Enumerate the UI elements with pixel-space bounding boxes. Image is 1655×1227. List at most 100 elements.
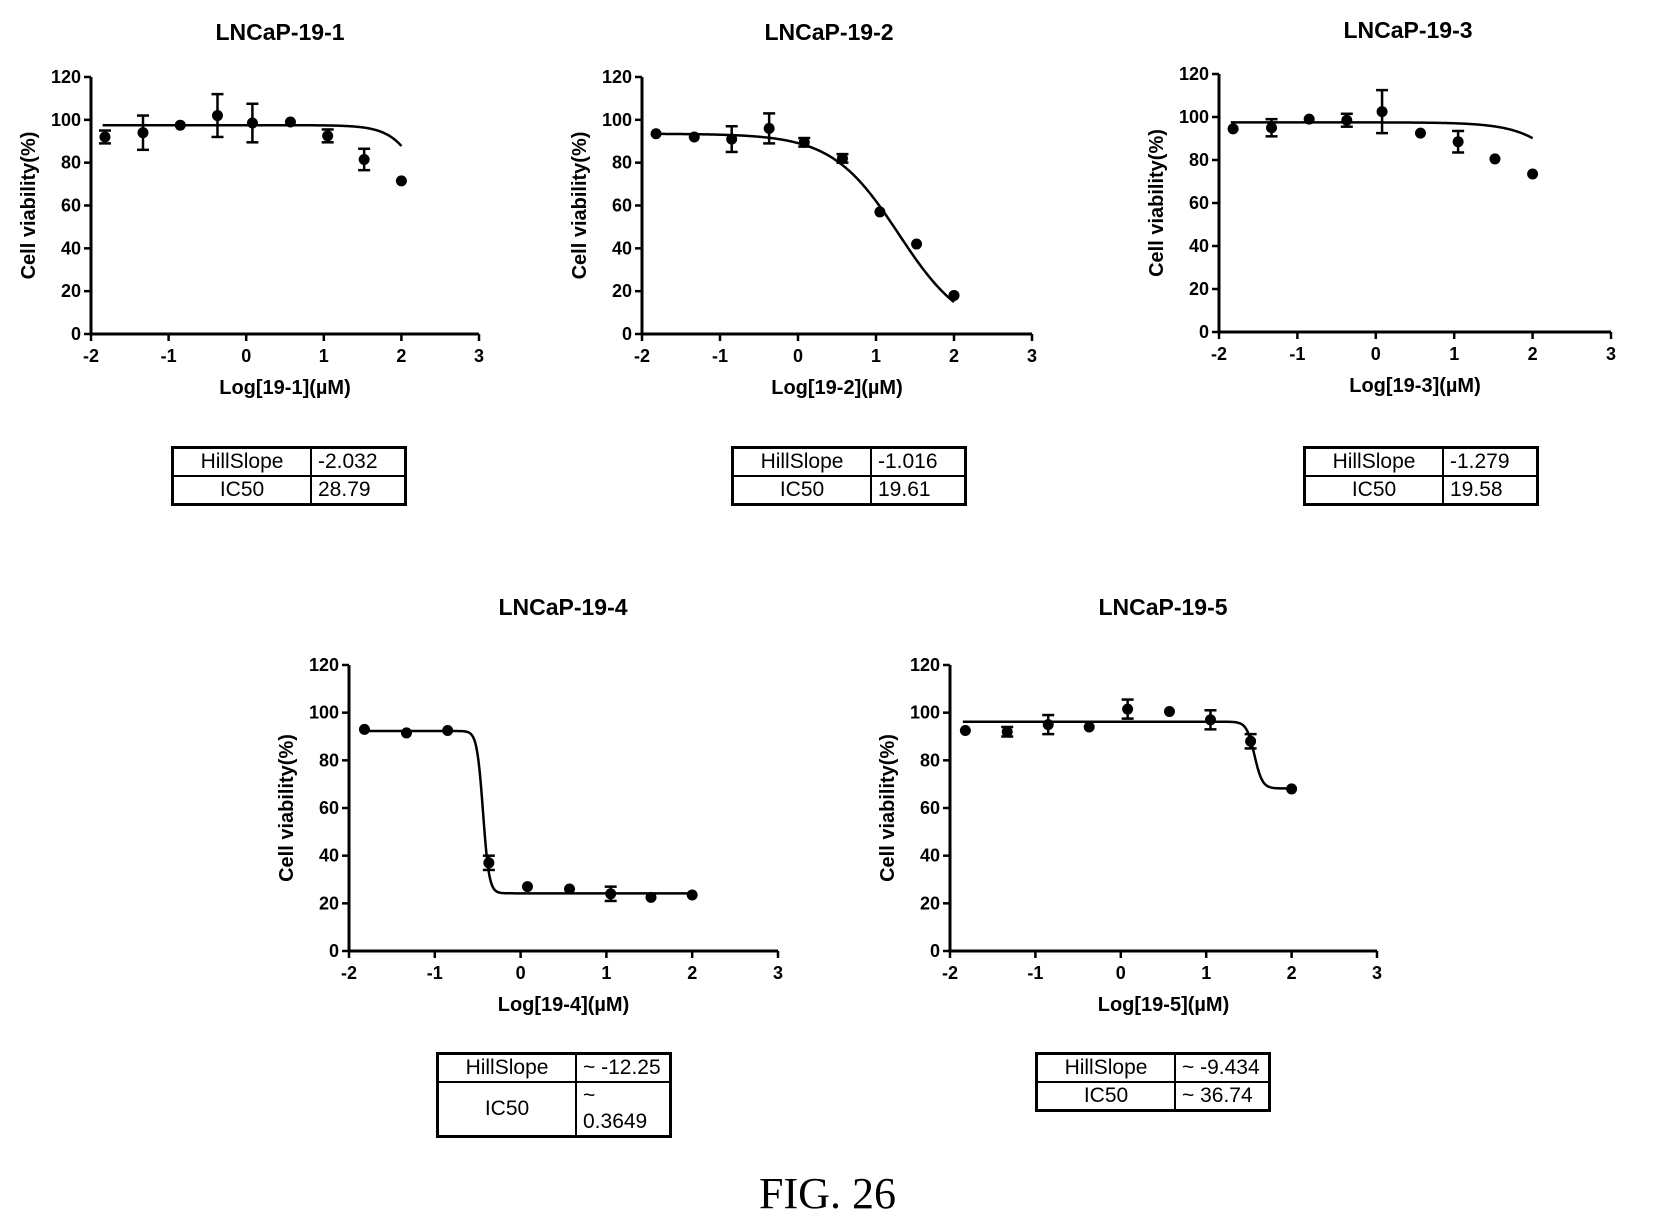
x-tick-label: 2 xyxy=(1287,963,1297,983)
data-point xyxy=(1245,735,1257,747)
data-point xyxy=(1227,123,1239,135)
stats-row-ic50: IC50 28.79 xyxy=(171,475,407,506)
data-point xyxy=(1163,705,1175,717)
data-point xyxy=(137,127,149,139)
y-tick-label: 0 xyxy=(622,324,632,344)
stats-table-5: HillSlope ~ -9.434 IC50 ~ 36.74 xyxy=(1035,1052,1271,1112)
stats-ic50-value: 28.79 xyxy=(310,475,407,506)
x-tick-label: 1 xyxy=(871,346,881,366)
x-tick-label: 0 xyxy=(1116,963,1126,983)
stats-row-ic50: IC50 19.58 xyxy=(1303,475,1539,506)
y-tick-label: 40 xyxy=(612,238,632,258)
y-tick-label: 20 xyxy=(920,893,940,913)
x-tick-label: -1 xyxy=(161,346,177,366)
x-tick-label: 1 xyxy=(601,963,611,983)
y-tick-label: 120 xyxy=(602,67,632,87)
data-point xyxy=(1303,113,1315,125)
data-point xyxy=(650,128,662,140)
y-axis-label: Cell viability(%) xyxy=(276,734,298,882)
y-axis-label: Cell viability(%) xyxy=(569,132,591,280)
chart-title: LNCaP-19-1 xyxy=(215,19,344,45)
y-tick-label: 80 xyxy=(1189,150,1209,170)
stats-table-2: HillSlope -1.016 IC50 19.61 xyxy=(731,446,967,506)
data-point xyxy=(1414,127,1426,139)
y-axis-label: Cell viability(%) xyxy=(877,734,899,882)
data-point xyxy=(1122,703,1134,715)
stats-hillslope-value: ~ -12.25 xyxy=(575,1052,672,1083)
stats-table-4: HillSlope ~ -12.25 IC50 ~ 0.3649 xyxy=(436,1052,672,1138)
chart-svg-4: LNCaP-19-4 0 20 40 60 80 100 120 -2 -1 0 1 2 3 Log[19-… xyxy=(276,594,783,1016)
data-point xyxy=(1452,136,1464,148)
x-axis-label: Log[19-2](µM) xyxy=(771,377,903,399)
stats-ic50-value: ~ 0.3649 xyxy=(575,1081,672,1138)
stats-row-hillslope: HillSlope ~ -9.434 xyxy=(1035,1052,1271,1083)
y-tick-label: 120 xyxy=(309,655,339,675)
data-point xyxy=(874,206,886,218)
y-tick-label: 100 xyxy=(51,110,81,130)
stats-ic50-label: IC50 xyxy=(1035,1081,1176,1112)
x-axis-label: Log[19-3](µM) xyxy=(1349,375,1481,397)
data-point xyxy=(1083,721,1095,733)
y-tick-label: 100 xyxy=(309,703,339,723)
stats-ic50-label: IC50 xyxy=(1303,475,1444,506)
data-point xyxy=(284,116,296,128)
x-tick-label: -2 xyxy=(634,346,650,366)
data-point xyxy=(798,136,810,148)
y-tick-label: 20 xyxy=(612,281,632,301)
y-tick-label: 20 xyxy=(319,893,339,913)
x-tick-label: 0 xyxy=(241,346,251,366)
stats-ic50-label: IC50 xyxy=(436,1081,577,1138)
data-point xyxy=(564,883,576,895)
x-tick-label: 1 xyxy=(319,346,329,366)
y-tick-label: 100 xyxy=(1179,107,1209,127)
y-tick-label: 40 xyxy=(1189,236,1209,256)
y-tick-label: 0 xyxy=(1199,322,1209,342)
y-tick-label: 40 xyxy=(920,846,940,866)
data-point xyxy=(1527,168,1539,180)
stats-hillslope-label: HillSlope xyxy=(1303,446,1444,477)
chart-panel-3: LNCaP-19-3 0 20 40 60 80 100 120 -2 -1 0 1 2 3 Log[19-… xyxy=(1110,0,1650,520)
stats-hillslope-value: -2.032 xyxy=(310,446,407,477)
chart-title: LNCaP-19-3 xyxy=(1343,17,1472,43)
y-tick-label: 40 xyxy=(319,846,339,866)
stats-hillslope-value: -1.016 xyxy=(870,446,967,477)
x-axis-label: Log[19-1](µM) xyxy=(219,377,351,399)
x-tick-label: 1 xyxy=(1449,344,1459,364)
stats-hillslope-value: ~ -9.434 xyxy=(1174,1052,1271,1083)
x-axis-label: Log[19-4](µM) xyxy=(498,994,630,1016)
stats-row-ic50: IC50 ~ 36.74 xyxy=(1035,1081,1271,1112)
data-point xyxy=(1341,114,1353,126)
data-point xyxy=(1489,153,1501,165)
chart-svg-1: LNCaP-19-1 0 20 40 60 80 100 120 -2 -1 0 1 2 3 Log[19-… xyxy=(18,19,484,399)
fit-curve xyxy=(653,132,955,304)
stats-row-ic50: IC50 19.61 xyxy=(731,475,967,506)
data-point xyxy=(395,175,407,187)
y-axis-label: Cell viability(%) xyxy=(1146,129,1168,277)
stats-ic50-value: ~ 36.74 xyxy=(1174,1081,1271,1112)
data-point xyxy=(726,133,738,145)
data-point xyxy=(686,889,698,901)
y-tick-label: 80 xyxy=(319,750,339,770)
x-tick-label: 0 xyxy=(1371,344,1381,364)
x-tick-label: 3 xyxy=(1372,963,1382,983)
stats-table-3: HillSlope -1.279 IC50 19.58 xyxy=(1303,446,1539,506)
x-axis-label: Log[19-5](µM) xyxy=(1098,994,1230,1016)
x-tick-label: -2 xyxy=(341,963,357,983)
data-point xyxy=(1042,719,1054,731)
x-tick-label: 2 xyxy=(949,346,959,366)
x-tick-label: -1 xyxy=(712,346,728,366)
data-point xyxy=(1376,106,1388,118)
stats-table-1: HillSlope -2.032 IC50 28.79 xyxy=(171,446,407,506)
x-tick-label: 2 xyxy=(396,346,406,366)
y-tick-label: 120 xyxy=(910,655,940,675)
data-point xyxy=(1001,726,1013,738)
x-tick-label: -2 xyxy=(942,963,958,983)
y-tick-label: 0 xyxy=(71,324,81,344)
fit-curve xyxy=(962,720,1292,790)
x-tick-label: -1 xyxy=(427,963,443,983)
stats-hillslope-label: HillSlope xyxy=(171,446,312,477)
x-tick-label: 0 xyxy=(793,346,803,366)
y-tick-label: 80 xyxy=(920,750,940,770)
y-tick-label: 80 xyxy=(612,153,632,173)
x-tick-label: 3 xyxy=(474,346,484,366)
